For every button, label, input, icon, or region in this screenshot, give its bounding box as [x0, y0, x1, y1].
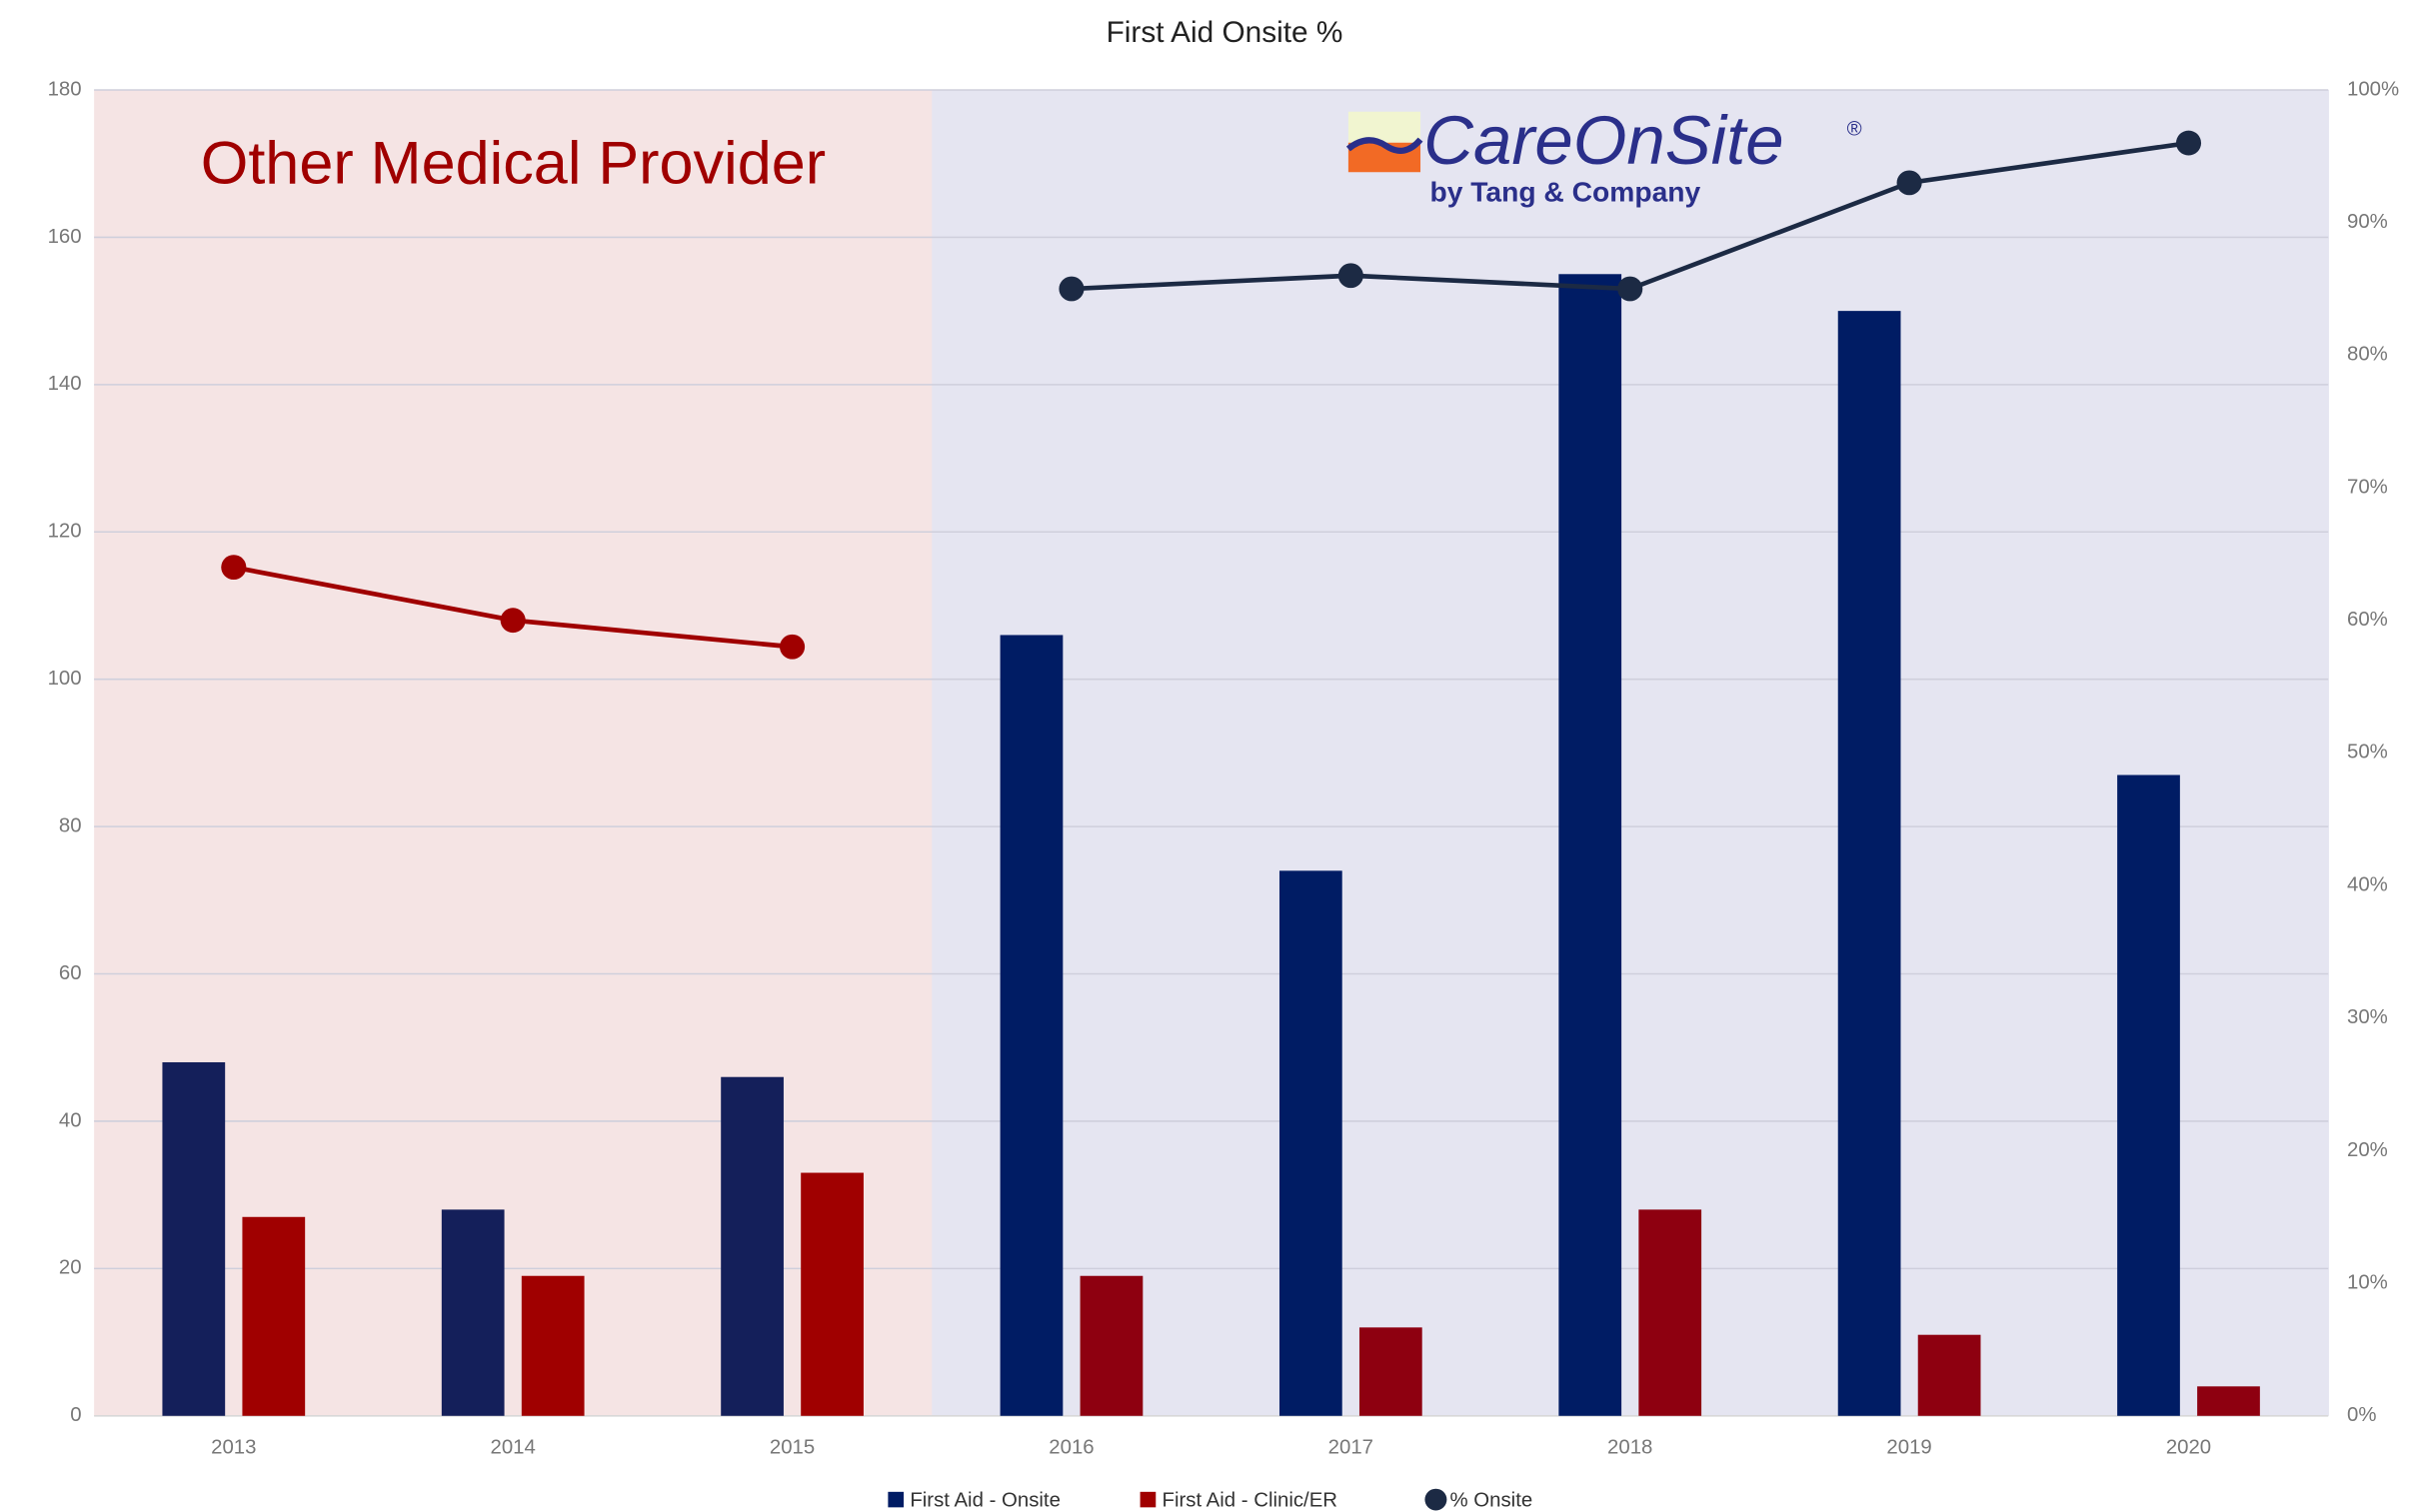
bar — [1558, 274, 1622, 1416]
bar — [441, 1209, 505, 1416]
bar — [1638, 1209, 1702, 1416]
y2-tick-label: 60% — [2347, 609, 2388, 631]
legend-label: % Onsite — [1450, 1490, 1533, 1512]
grid: 0 20 40 60 80 100 120 140 160 180 0% 10% 20% 30% 40% 50… — [48, 78, 2400, 1458]
y-tick-label: 40 — [59, 1109, 82, 1131]
y-tick-label: 100 — [48, 668, 82, 690]
region-label: Other Medical Provider — [201, 129, 826, 197]
backgrounds — [94, 90, 2329, 1416]
y-tick-label: 80 — [59, 815, 82, 837]
line-marker — [1617, 276, 1643, 302]
legend-swatch — [1424, 1488, 1447, 1511]
legend-swatch — [1140, 1491, 1157, 1508]
x-tick-label: 2018 — [1607, 1437, 1652, 1459]
region-background — [1211, 90, 1491, 1416]
bar — [1837, 311, 1901, 1416]
y2-tick-label: 100% — [2347, 78, 2399, 100]
logo-text: CareOnSite — [1423, 102, 1783, 179]
legend-label: First Aid - Clinic/ER — [1163, 1490, 1337, 1512]
logo-subtext: by Tang & Company — [1429, 176, 1700, 207]
y2-tick-label: 70% — [2347, 476, 2388, 498]
x-tick-label: 2020 — [2166, 1437, 2211, 1459]
x-tick-label: 2019 — [1886, 1437, 1931, 1459]
x-tick-label: 2017 — [1328, 1437, 1373, 1459]
bar — [521, 1275, 585, 1416]
y2-tick-label: 90% — [2347, 211, 2388, 233]
region-background — [652, 90, 934, 1416]
y-tick-label: 20 — [59, 1257, 82, 1279]
chart-title: First Aid Onsite % — [1107, 16, 1343, 49]
y2-tick-label: 40% — [2347, 873, 2388, 895]
legend: First Aid - Onsite First Aid - Clinic/ER%… — [888, 1488, 1533, 1512]
line-marker — [1337, 263, 1363, 289]
bar — [2197, 1386, 2260, 1416]
bar — [162, 1061, 226, 1416]
region-background — [2048, 90, 2329, 1416]
legend-swatch — [888, 1491, 905, 1508]
y2-tick-label: 30% — [2347, 1006, 2388, 1028]
bar — [801, 1172, 864, 1416]
x-tick-label: 2015 — [770, 1437, 815, 1459]
region-background — [1490, 90, 1771, 1416]
marks — [162, 130, 2260, 1416]
y2-tick-label: 10% — [2347, 1272, 2388, 1294]
region-background — [1769, 90, 2050, 1416]
region-background — [932, 90, 1213, 1416]
y2-tick-label: 50% — [2347, 742, 2388, 763]
y2-tick-label: 0% — [2347, 1404, 2376, 1426]
logo: CareOnSite ® by Tang & Company — [1345, 102, 1862, 207]
bar — [1278, 870, 1342, 1416]
line-marker — [1896, 170, 1922, 196]
line-marker — [221, 555, 247, 581]
bar — [721, 1076, 784, 1416]
y-tick-label: 140 — [48, 373, 82, 395]
logo-mark: ® — [1847, 119, 1862, 141]
x-tick-label: 2014 — [491, 1437, 536, 1459]
bar — [1358, 1327, 1422, 1416]
region-background — [94, 90, 375, 1416]
y-tick-label: 60 — [59, 962, 82, 984]
legend-label: First Aid - Onsite — [910, 1490, 1061, 1512]
bar — [242, 1216, 306, 1416]
bar — [1000, 635, 1064, 1416]
y-tick-label: 160 — [48, 226, 82, 248]
bar — [1080, 1275, 1144, 1416]
line-marker — [2175, 130, 2202, 156]
line-marker — [1059, 276, 1085, 302]
y-tick-label: 120 — [48, 521, 82, 543]
y-tick-label: 0 — [70, 1404, 81, 1426]
bar — [1917, 1334, 1981, 1416]
line-marker — [780, 634, 806, 660]
x-tick-label: 2013 — [211, 1437, 256, 1459]
bar — [2117, 774, 2180, 1416]
logo-icon-top — [1347, 111, 1421, 143]
line-marker — [500, 608, 526, 634]
logo-wave — [1345, 137, 1423, 154]
y-tick-label: 180 — [48, 78, 82, 100]
y2-tick-label: 20% — [2347, 1139, 2388, 1161]
region-background — [373, 90, 654, 1416]
y2-tick-label: 80% — [2347, 344, 2388, 366]
x-tick-label: 2016 — [1049, 1437, 1094, 1459]
